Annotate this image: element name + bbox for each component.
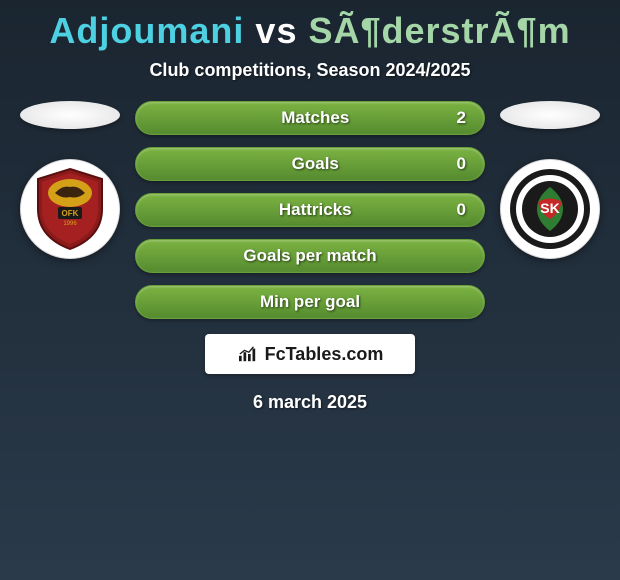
- player1-name: Adjoumani: [49, 10, 244, 51]
- stat-value: 0: [457, 200, 466, 220]
- stat-label: Matches: [281, 108, 349, 128]
- svg-text:1996: 1996: [63, 221, 77, 227]
- vs-separator: vs: [255, 10, 297, 51]
- stat-row-hattricks: Hattricks 0: [135, 193, 485, 227]
- stat-row-goals: Goals 0: [135, 147, 485, 181]
- stat-label: Min per goal: [260, 292, 360, 312]
- player2-name: SÃ¶derstrÃ¶m: [308, 10, 570, 51]
- stat-row-matches: Matches 2: [135, 101, 485, 135]
- club-badge-right: SK: [500, 159, 600, 259]
- player1-placeholder: [20, 101, 120, 129]
- branding-text: FcTables.com: [265, 344, 384, 365]
- stat-value: 2: [457, 108, 466, 128]
- stat-label: Goals per match: [243, 246, 376, 266]
- player2-placeholder: [500, 101, 600, 129]
- svg-text:OFK: OFK: [62, 209, 79, 218]
- subtitle: Club competitions, Season 2024/2025: [149, 60, 470, 81]
- stat-value: 0: [457, 154, 466, 174]
- left-column: OFK 1996: [15, 101, 125, 259]
- circle-badge-icon: SK: [508, 167, 592, 251]
- page-title: Adjoumani vs SÃ¶derstrÃ¶m: [49, 10, 570, 52]
- branding-box[interactable]: FcTables.com: [205, 334, 415, 374]
- shield-icon: OFK 1996: [30, 167, 110, 251]
- svg-text:SK: SK: [540, 200, 559, 216]
- club-badge-left: OFK 1996: [20, 159, 120, 259]
- content-row: OFK 1996 Matches 2 Goals 0 Hattricks 0: [0, 101, 620, 319]
- stat-label: Goals: [292, 154, 339, 174]
- right-column: SK: [495, 101, 605, 259]
- stat-row-goals-per-match: Goals per match: [135, 239, 485, 273]
- stat-row-min-per-goal: Min per goal: [135, 285, 485, 319]
- chart-icon: [237, 345, 259, 363]
- comparison-card: Adjoumani vs SÃ¶derstrÃ¶m Club competiti…: [0, 0, 620, 423]
- stats-column: Matches 2 Goals 0 Hattricks 0 Goals per …: [135, 101, 485, 319]
- date-text: 6 march 2025: [253, 392, 367, 413]
- stat-label: Hattricks: [279, 200, 352, 220]
